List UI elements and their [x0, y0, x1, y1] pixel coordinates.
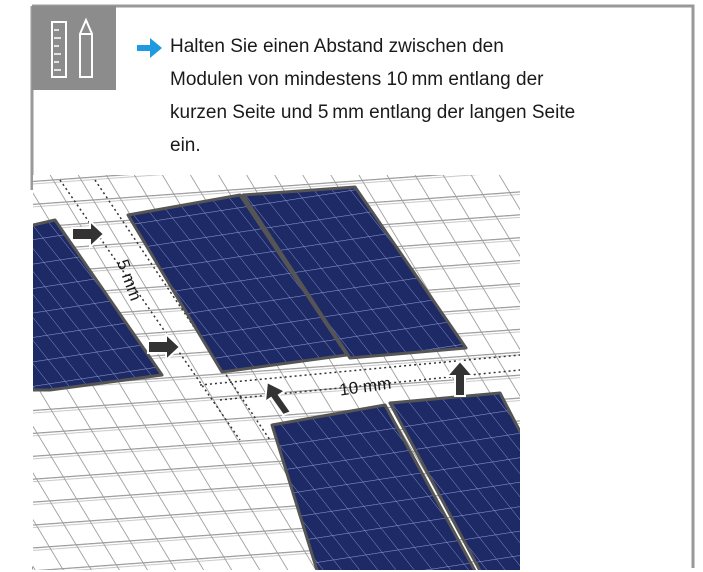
page: 5 mm 10 mm Halten Sie einen Abstand zwis…: [0, 0, 703, 572]
roof-illustration: 5 mm 10 mm: [20, 175, 540, 572]
instruction-line: ein.: [170, 135, 201, 157]
bullet-arrow: [137, 38, 162, 58]
icon-box: [32, 6, 116, 90]
instruction-line: kurzen Seite und 5 mm entlang der langen…: [170, 102, 575, 124]
instruction-line: Modulen von mindestens 10 mm entlang der: [170, 69, 543, 91]
instruction-line: Halten Sie einen Abstand zwischen den: [170, 36, 504, 58]
